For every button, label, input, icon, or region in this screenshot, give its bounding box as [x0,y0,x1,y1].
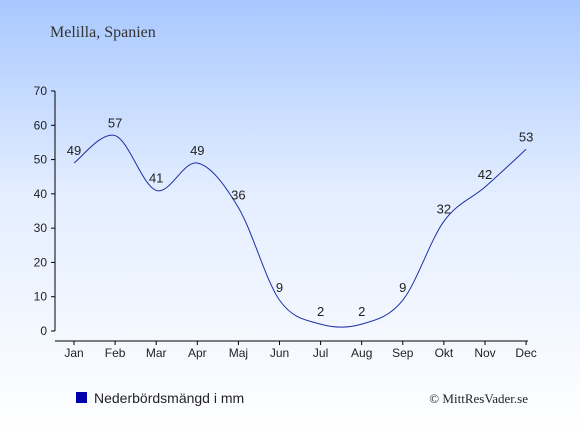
data-point [196,162,199,165]
y-tick-label: 60 [34,118,48,132]
y-tick-label: 70 [34,84,48,98]
data-label: 2 [317,304,324,319]
data-labels: 49 57 41 49 36 9 2 2 9 32 42 53 [67,116,534,320]
x-tick-label: Okt [435,346,454,360]
data-point [442,220,445,223]
y-tick-label: 0 [40,324,47,338]
data-label: 49 [190,143,204,158]
data-point [401,299,404,302]
x-tick-label: Sep [392,346,414,360]
data-point [319,323,322,326]
data-label: 53 [519,129,533,144]
data-label: 49 [67,143,81,158]
y-axis: 0 10 20 30 40 50 60 70 [34,84,56,338]
data-point [155,189,158,192]
series-line [73,134,527,328]
x-tick-label: Aug [351,346,372,360]
data-label: 32 [437,201,451,216]
data-label: 36 [231,188,245,203]
legend-marker [76,392,87,403]
x-tick-label: Nov [474,346,495,360]
data-point [114,134,117,137]
x-tick-label: Mar [146,346,167,360]
x-tick-label: Jun [270,346,289,360]
chart-title: Melilla, Spanien [50,24,156,41]
data-point [278,299,281,302]
data-label: 41 [149,170,163,185]
copyright-text: © MittResVader.se [429,391,528,406]
data-label: 9 [276,280,283,295]
data-label: 9 [399,280,406,295]
legend-label: Nederbördsmängd i mm [94,390,244,406]
x-tick-label: Jul [313,346,328,360]
data-point [525,148,528,151]
data-label: 2 [358,304,365,319]
x-tick-label: Apr [188,346,207,360]
x-tick-label: Feb [105,346,126,360]
data-point [237,206,240,209]
data-points [73,134,528,326]
y-tick-label: 40 [34,187,48,201]
data-point [484,186,487,189]
y-tick-label: 10 [34,290,48,304]
data-label: 42 [478,167,492,182]
y-tick-label: 30 [34,221,48,235]
x-tick-label: Dec [515,346,536,360]
x-tick-label: Maj [229,346,248,360]
data-label: 57 [108,116,122,131]
data-point [73,162,76,165]
x-axis: Jan Feb Mar Apr Maj Jun Jul Aug Sep Okt Nov Dec [55,340,537,360]
x-tick-label: Jan [64,346,83,360]
y-tick-label: 50 [34,153,48,167]
data-point [360,323,363,326]
y-tick-label: 20 [34,255,48,269]
